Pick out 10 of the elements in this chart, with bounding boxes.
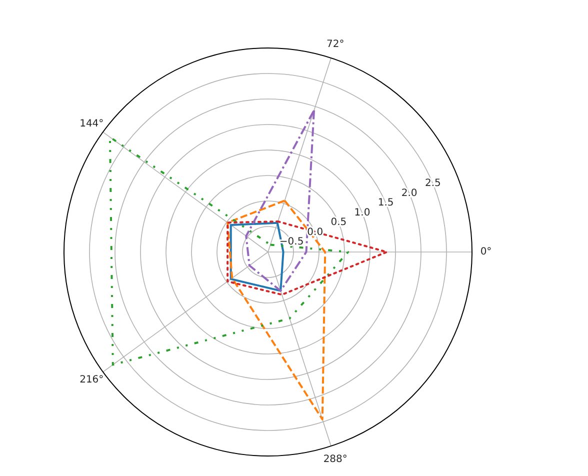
- spoke-label: 0°: [480, 246, 492, 258]
- spoke-label: 216°: [80, 374, 104, 386]
- y-tick-label: 2.0: [401, 188, 418, 199]
- spoke-label: 144°: [80, 118, 104, 130]
- y-tick-label: 1.5: [378, 198, 394, 209]
- y-tick-label: 2.5: [424, 178, 441, 190]
- y-tick-label: 0.5: [330, 217, 347, 228]
- spoke-label: 288°: [323, 454, 348, 465]
- y-tick-label: 1.0: [354, 207, 370, 218]
- spoke-label: 72°: [326, 39, 344, 50]
